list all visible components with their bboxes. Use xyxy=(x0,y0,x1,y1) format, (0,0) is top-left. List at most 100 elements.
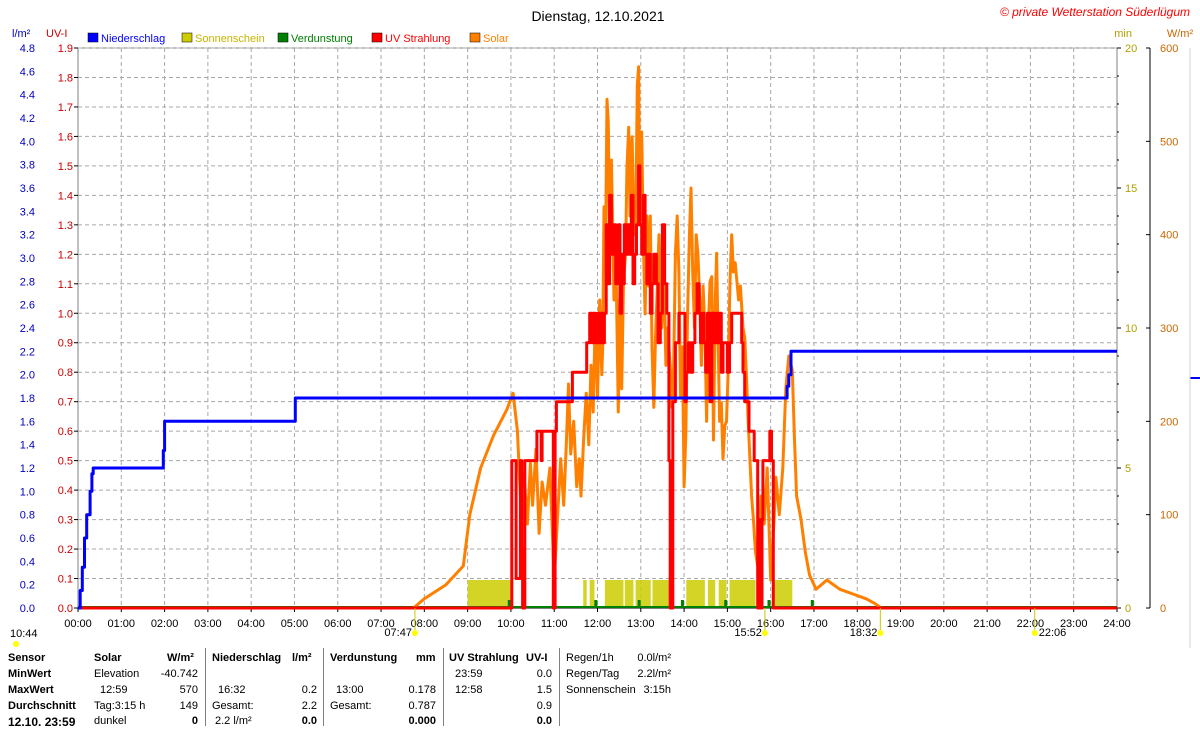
time-marker-label: 10:44 xyxy=(10,628,38,640)
precipitation-line xyxy=(78,349,1117,610)
solar-cell: Elevation xyxy=(94,668,140,680)
verdunstung-cell: 13:00 xyxy=(336,684,364,696)
precip-tick-label: 2.6 xyxy=(20,300,35,312)
x-tick-label: 10:00 xyxy=(497,618,525,630)
uv-tick-label: 0.3 xyxy=(58,515,73,527)
legend-label: UV Strahlung xyxy=(385,33,450,45)
x-tick-label: 04:00 xyxy=(237,618,265,630)
solar-value: 570 xyxy=(179,684,198,696)
uv-cell: 23:59 xyxy=(455,668,483,680)
time-marker-label: 15:52 xyxy=(734,627,762,639)
evaporation-spike xyxy=(767,600,771,607)
chart-grid xyxy=(77,47,1118,609)
uv-tick-label: 1.1 xyxy=(58,279,73,291)
row-label: MaxWert xyxy=(8,684,54,696)
table-divider xyxy=(559,648,560,726)
solar-tick-label: 0 xyxy=(1160,603,1166,615)
time-marker-label: 18:32 xyxy=(850,627,878,639)
regen-value: 2.2l/m² xyxy=(637,668,671,680)
uv-tick-label: 1.8 xyxy=(58,72,73,84)
time-markers: 10:44 07:47 15:52 18:32 22:06 xyxy=(10,608,1066,647)
uv-tick-label: 1.7 xyxy=(58,102,73,114)
verdunstung-cell: Gesamt: xyxy=(330,700,372,712)
solar-value: -40.742 xyxy=(160,668,198,680)
solar-cell: 12:59 xyxy=(100,684,128,696)
uv-tick-label: 0.6 xyxy=(58,426,73,438)
solar-unit: W/m² xyxy=(167,652,194,664)
uv-tick-label: 0.1 xyxy=(58,574,73,586)
legend-label: Verdunstung xyxy=(291,33,353,45)
uv-value: 0.0 xyxy=(536,715,552,727)
uv-tick-label: 0.2 xyxy=(58,544,73,556)
niederschlag-header: Niederschlag xyxy=(212,652,282,664)
sun-tick-label: 5 xyxy=(1125,463,1131,475)
uv-tick-label: 1.6 xyxy=(58,131,73,143)
precip-tick-label: 1.6 xyxy=(20,416,35,428)
uv-header: UV Strahlung xyxy=(449,652,519,664)
uv-value: 1.5 xyxy=(536,684,552,696)
niederschlag-value: 0.2 xyxy=(301,684,317,696)
uv-tick-label: 0.5 xyxy=(58,456,73,468)
sunshine-bar xyxy=(686,580,705,608)
precip-tick-label: 4.4 xyxy=(20,90,35,102)
precip-tick-label: 2.4 xyxy=(20,323,35,335)
solar-tick-label: 400 xyxy=(1160,230,1178,242)
sun-tick-label: 20 xyxy=(1125,43,1137,55)
solar-tick-label: 100 xyxy=(1160,510,1178,522)
chart-axes: 0.0 0.1 0.2 0.3 0.4 0.5 0.6 0.7 0.8 0.9 1.0 1.1 1.2 1… xyxy=(20,43,1200,648)
x-tick-label: 24:00 xyxy=(1103,618,1131,630)
x-tick-label: 08:00 xyxy=(411,618,439,630)
sun-marker-icon xyxy=(877,630,884,636)
left-outer-unit: l/m² xyxy=(12,28,31,40)
niederschlag-cell: Gesamt: xyxy=(212,700,254,712)
sunshine-bar xyxy=(718,580,727,608)
solar-cell: dunkel xyxy=(94,715,127,727)
weather-chart: Dienstag, 12.10.2021 © private Wettersta… xyxy=(10,5,1200,648)
x-tick-label: 17:00 xyxy=(800,618,828,630)
niederschlag-unit: l/m² xyxy=(292,652,312,664)
regen-label: Sonnenschein xyxy=(566,684,636,696)
uv-unit: UV-I xyxy=(526,652,548,664)
uv-tick-label: 0.9 xyxy=(58,338,73,350)
x-tick-label: 23:00 xyxy=(1060,618,1088,630)
evaporation-spike xyxy=(680,600,684,607)
right-wm2-unit: W/m² xyxy=(1167,28,1194,40)
precip-tick-label: 4.2 xyxy=(20,113,35,125)
x-tick-label: 05:00 xyxy=(281,618,309,630)
solar-value: 149 xyxy=(179,700,198,712)
uv-tick-label: 1.2 xyxy=(58,249,73,261)
x-tick-label: 16:00 xyxy=(757,618,785,630)
solar-line xyxy=(412,65,882,610)
row-label: 12.10. 23:59 xyxy=(8,715,76,729)
precip-tick-label: 1.2 xyxy=(20,463,35,475)
legend-swatch xyxy=(277,32,289,43)
uv-tick-label: 1.4 xyxy=(58,190,73,202)
precip-tick-label: 3.8 xyxy=(20,160,35,172)
precip-tick-label: 2.0 xyxy=(20,370,35,382)
table-divider xyxy=(205,648,206,726)
uv-tick-label: 1.3 xyxy=(58,220,73,232)
precip-tick-label: 2.8 xyxy=(20,276,35,288)
sunshine-bar xyxy=(707,580,716,608)
time-marker-label: 22:06 xyxy=(1039,627,1067,639)
verdunstung-unit: mm xyxy=(416,652,436,664)
niederschlag-cell: 16:32 xyxy=(218,684,246,696)
left-inner-unit: UV-I xyxy=(46,28,67,40)
uv-tick-label: 0.0 xyxy=(58,603,73,615)
precip-tick-label: 4.8 xyxy=(20,43,35,55)
verdunstung-value: 0.000 xyxy=(408,715,436,727)
uv-tick-label: 0.8 xyxy=(58,367,73,379)
x-tick-label: 07:00 xyxy=(367,618,395,630)
niederschlag-value: 0.0 xyxy=(301,715,317,727)
sun-marker-icon xyxy=(13,641,19,647)
evaporation-spike xyxy=(810,600,814,607)
legend-swatch xyxy=(469,32,481,43)
legend-label: Niederschlag xyxy=(101,33,165,45)
x-tick-label: 22:00 xyxy=(1017,618,1045,630)
sunshine-bar xyxy=(729,580,756,608)
evaporation-spike xyxy=(724,600,728,607)
uv-tick-label: 0.7 xyxy=(58,397,73,409)
regen-label: Regen/1h xyxy=(566,652,614,664)
regen-value: 0.0l/m² xyxy=(637,652,671,664)
evaporation-spike xyxy=(594,600,598,607)
